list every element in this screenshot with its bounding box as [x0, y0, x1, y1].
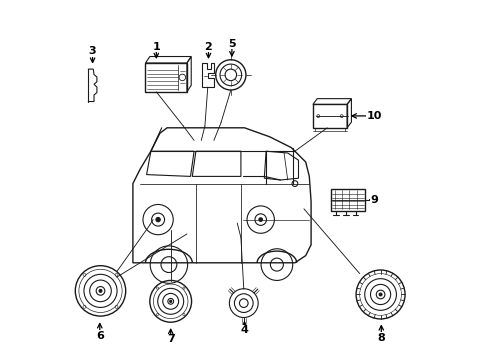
Circle shape — [378, 293, 381, 296]
Text: 3: 3 — [89, 46, 96, 56]
Text: 4: 4 — [240, 325, 248, 336]
Text: 2: 2 — [204, 42, 212, 52]
Circle shape — [156, 217, 160, 222]
Bar — [145, 63, 186, 92]
Text: 10: 10 — [366, 111, 381, 121]
Text: 8: 8 — [377, 333, 385, 343]
Circle shape — [258, 218, 262, 221]
Text: 1: 1 — [152, 42, 160, 52]
Text: 9: 9 — [369, 195, 377, 205]
Circle shape — [169, 300, 171, 302]
Text: 7: 7 — [166, 334, 174, 344]
Text: 6: 6 — [96, 330, 103, 341]
Circle shape — [99, 289, 102, 292]
Text: 5: 5 — [227, 39, 235, 49]
Bar — [330, 189, 365, 211]
Bar — [312, 104, 346, 128]
